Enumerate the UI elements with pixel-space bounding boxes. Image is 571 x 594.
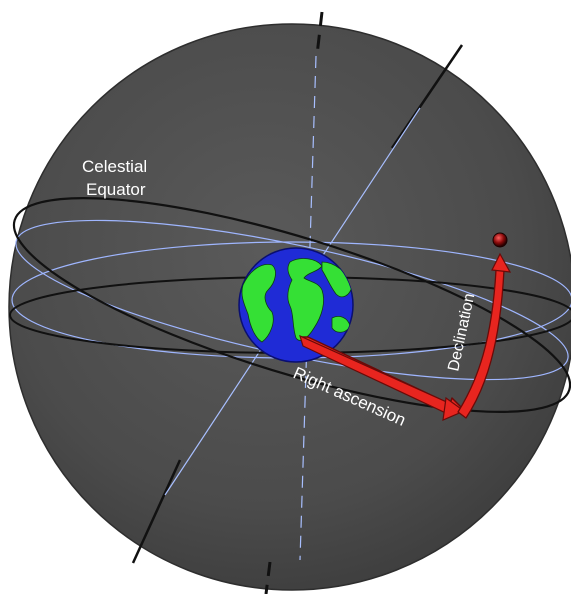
right-ascension-arrow-head <box>442 396 466 421</box>
earth-axis-top <box>390 44 464 149</box>
earth-icon <box>238 247 354 363</box>
celestial-equator-circle <box>12 197 571 413</box>
vertical-axis-bottom <box>264 561 272 594</box>
celestial-equator-label-line1: Celestial <box>82 157 147 176</box>
star-dot <box>492 232 508 248</box>
vertical-axis-top <box>315 11 324 56</box>
celestial-equator-label-line2: Equator <box>86 180 146 199</box>
earth-axis-bottom <box>131 459 182 564</box>
vertical-axis-inner <box>299 55 317 561</box>
declination-arrow-head <box>491 252 512 273</box>
